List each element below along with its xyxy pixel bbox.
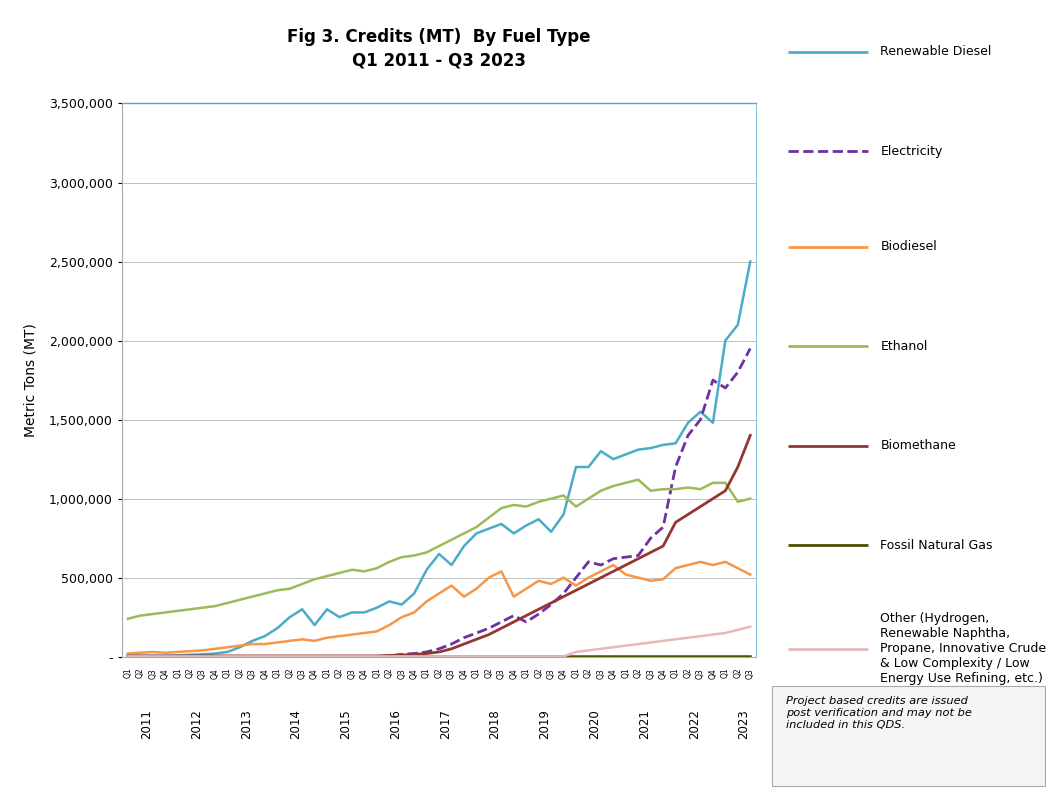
Text: Q2: Q2 [385, 668, 394, 678]
Text: Q1: Q1 [671, 668, 680, 678]
Text: Q4: Q4 [509, 668, 518, 678]
Text: Q2: Q2 [733, 668, 743, 678]
Text: 2018: 2018 [489, 709, 501, 739]
Text: 2023: 2023 [737, 709, 750, 739]
Text: Q3: Q3 [696, 668, 705, 678]
Text: Q1: Q1 [621, 668, 631, 678]
Text: Q3: Q3 [248, 668, 257, 678]
Text: Q1: Q1 [372, 668, 381, 678]
Text: Q4: Q4 [310, 668, 320, 678]
Text: Q1: Q1 [571, 668, 581, 678]
Text: Q3: Q3 [646, 668, 655, 678]
Text: Q2: Q2 [683, 668, 693, 678]
Text: 2020: 2020 [588, 709, 601, 739]
Text: 2017: 2017 [439, 709, 452, 739]
Text: Q4: Q4 [709, 668, 717, 678]
Text: Q4: Q4 [211, 668, 219, 678]
Text: Q2: Q2 [534, 668, 543, 678]
Text: Q3: Q3 [547, 668, 555, 678]
Text: Q1: Q1 [323, 668, 331, 678]
Text: Q4: Q4 [559, 668, 568, 678]
Text: Q4: Q4 [260, 668, 270, 678]
Y-axis label: Metric Tons (MT): Metric Tons (MT) [23, 323, 38, 437]
Text: Q1: Q1 [273, 668, 281, 678]
Text: Q1: Q1 [124, 668, 132, 678]
Text: 2016: 2016 [389, 709, 402, 739]
Text: Q3: Q3 [448, 668, 456, 678]
Text: 2011: 2011 [140, 709, 153, 739]
Text: Q1: Q1 [422, 668, 431, 678]
Text: Q3: Q3 [347, 668, 357, 678]
Text: Q2: Q2 [286, 668, 294, 678]
Text: Biodiesel: Biodiesel [880, 240, 937, 253]
Text: Q3: Q3 [397, 668, 406, 678]
Text: Other (Hydrogen,
Renewable Naphtha,
Propane, Innovative Crude
& Low Complexity /: Other (Hydrogen, Renewable Naphtha, Prop… [880, 612, 1046, 685]
Text: Fig 3. Credits (MT)  By Fuel Type: Fig 3. Credits (MT) By Fuel Type [288, 28, 590, 46]
Text: Q4: Q4 [409, 668, 419, 678]
Text: Q2: Q2 [435, 668, 443, 678]
Text: Q4: Q4 [161, 668, 169, 678]
Text: Q2: Q2 [485, 668, 493, 678]
Text: Q4: Q4 [608, 668, 618, 678]
Text: Q2: Q2 [135, 668, 145, 678]
Text: Q3: Q3 [597, 668, 605, 678]
Text: 2019: 2019 [539, 709, 551, 739]
Text: Q3: Q3 [297, 668, 307, 678]
Text: Q3: Q3 [497, 668, 506, 678]
Text: 2014: 2014 [290, 709, 303, 739]
Text: Q4: Q4 [659, 668, 668, 678]
Text: Q3: Q3 [746, 668, 754, 678]
Text: Q4: Q4 [360, 668, 369, 678]
Text: Q4: Q4 [459, 668, 469, 678]
Text: Q2: Q2 [236, 668, 244, 678]
Text: Q1: Q1 [522, 668, 531, 678]
Text: Q3: Q3 [198, 668, 207, 678]
Text: Q1: Q1 [223, 668, 232, 678]
Text: 2015: 2015 [340, 709, 352, 739]
Text: Q1: Q1 [174, 668, 182, 678]
Text: Q1: Q1 [472, 668, 481, 678]
Text: Q2: Q2 [634, 668, 642, 678]
Text: Q2: Q2 [584, 668, 592, 678]
Text: Fossil Natural Gas: Fossil Natural Gas [880, 539, 992, 552]
Text: Q2: Q2 [335, 668, 344, 678]
Text: 2022: 2022 [688, 709, 700, 739]
Text: Project based credits are issued
post verification and may not be
included in th: Project based credits are issued post ve… [786, 696, 972, 730]
Text: Renewable Diesel: Renewable Diesel [880, 45, 991, 58]
Text: Q2: Q2 [185, 668, 195, 678]
Text: Q3: Q3 [148, 668, 158, 678]
Text: 2021: 2021 [638, 709, 651, 739]
Text: 2012: 2012 [189, 709, 203, 739]
Text: Q1 2011 - Q3 2023: Q1 2011 - Q3 2023 [352, 52, 526, 70]
Text: Electricity: Electricity [880, 145, 943, 158]
Text: Biomethane: Biomethane [880, 439, 956, 452]
Text: Ethanol: Ethanol [880, 340, 928, 353]
Text: Q1: Q1 [720, 668, 730, 678]
Text: 2013: 2013 [240, 709, 253, 739]
